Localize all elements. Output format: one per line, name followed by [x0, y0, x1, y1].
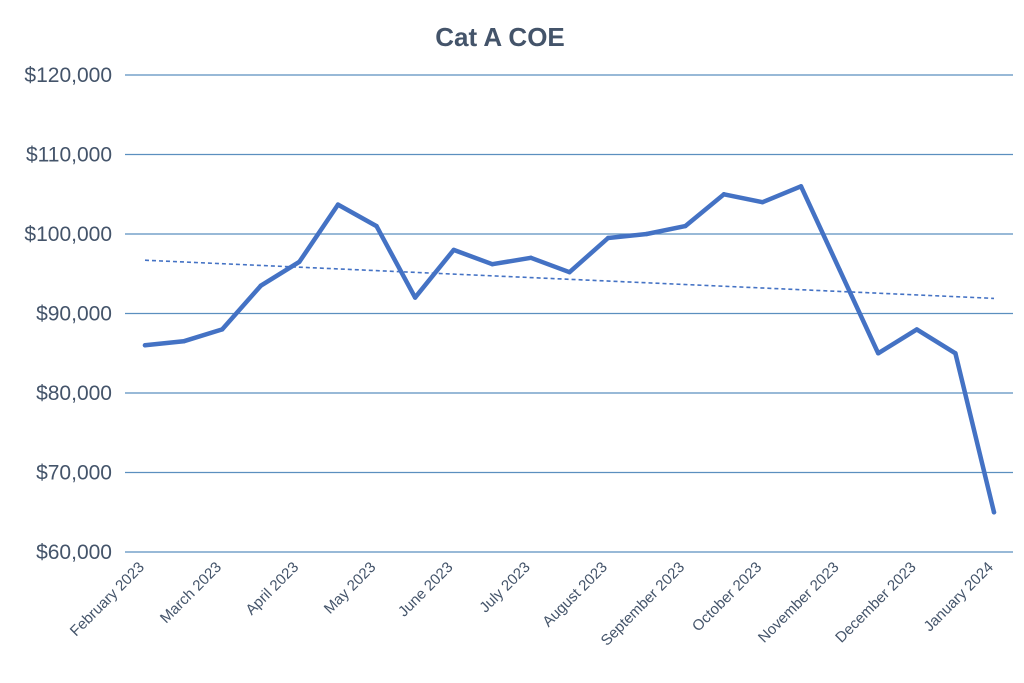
y-tick-label: $60,000 — [36, 541, 112, 564]
x-tick-label: June 2023 — [395, 559, 457, 621]
x-tick-label: January 2024 — [921, 559, 997, 635]
data-point — [683, 223, 688, 229]
data-point — [297, 259, 302, 265]
x-tick-label: November 2023 — [755, 559, 842, 646]
x-tick-label: May 2023 — [321, 559, 380, 618]
data-point — [914, 327, 920, 332]
y-axis-tick-labels: $60,000 $70,000 $80,000 $90,000 $100,000 $110… — [24, 64, 112, 564]
x-tick-label: March 2023 — [157, 559, 225, 627]
data-point — [721, 192, 727, 197]
y-tick-label: $100,000 — [24, 223, 112, 246]
data-point — [142, 343, 148, 348]
data-point — [837, 267, 842, 272]
y-tick-label: $80,000 — [36, 382, 112, 405]
data-point — [953, 351, 958, 356]
data-point — [876, 351, 881, 356]
series-line — [142, 184, 997, 515]
data-point — [451, 247, 456, 253]
y-tick-label: $110,000 — [26, 144, 112, 167]
data-point — [374, 223, 379, 229]
data-point — [335, 202, 341, 207]
data-point — [991, 510, 997, 515]
data-point — [258, 283, 263, 288]
gridlines — [125, 74, 1013, 553]
y-tick-label: $70,000 — [36, 462, 112, 485]
trendline — [144, 259, 995, 300]
trendline-layer — [144, 259, 995, 300]
y-tick-label: $120,000 — [24, 64, 112, 87]
data-point — [528, 255, 534, 261]
x-axis-tick-labels: February 2023 March 2023 April 2023 May 202… — [67, 559, 997, 649]
x-tick-label: July 2023 — [476, 559, 533, 616]
data-point — [219, 327, 225, 332]
data-point — [760, 200, 765, 205]
data-point — [181, 339, 186, 344]
data-point — [490, 262, 495, 267]
y-tick-label: $90,000 — [36, 303, 112, 326]
data-point — [798, 184, 804, 189]
series-layer — [142, 184, 997, 515]
data-point — [644, 231, 649, 237]
data-point — [412, 295, 418, 300]
chart-title: Cat A COE — [435, 22, 565, 52]
x-tick-label: February 2023 — [67, 559, 148, 640]
x-tick-label: September 2023 — [598, 559, 688, 649]
x-tick-label: October 2023 — [689, 559, 765, 635]
x-tick-label: December 2023 — [832, 559, 919, 646]
data-point — [567, 269, 572, 275]
x-tick-label: April 2023 — [242, 559, 302, 619]
x-tick-label: August 2023 — [539, 559, 611, 631]
data-point — [605, 235, 611, 241]
